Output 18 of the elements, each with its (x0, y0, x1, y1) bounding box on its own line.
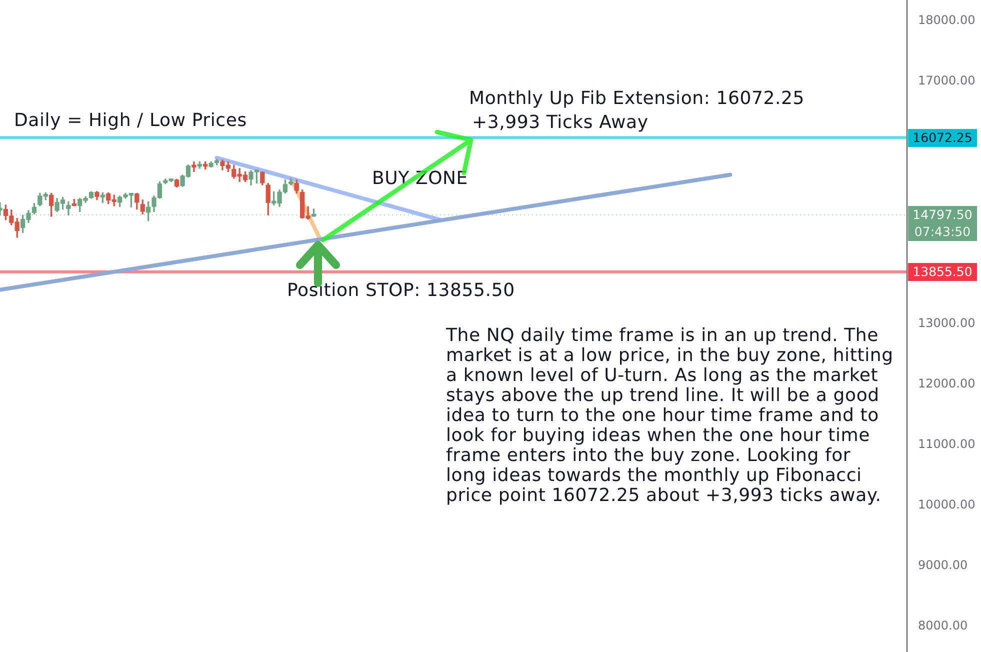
y-tick-label: 17000.00 (918, 74, 976, 88)
y-tick-label: 9000.00 (918, 558, 968, 572)
y-tick-label: 8000.00 (918, 618, 968, 633)
annotation: BUY ZONE (372, 168, 468, 189)
ref-line-label: 16072.25 (908, 128, 977, 147)
text: 07:43:50 (908, 224, 977, 241)
y-tick-label: 11000.00 (918, 436, 976, 451)
y-tick-label: 18000.00 (918, 13, 976, 28)
text: The NQ daily time frame is in an up trend. The market is at a low price, in the buy zone, hitting a known level of U-turn. As long as the market stays above the up trend line. It will be a good idea to turn to the one hour time frame and to look for buying ideas when the one hour time frame enters into the buy zone. Looking for long ideas towards the monthly up Fibonacci price point 16072.25 about +3,993 ticks away. (446, 325, 894, 506)
annotation: Daily = High / Low Prices (14, 110, 247, 131)
annotation: +3,993 Ticks Away (472, 112, 648, 133)
y-tick-label: 13000.00 (918, 316, 976, 330)
y-tick-label: 12000.00 (918, 376, 976, 390)
annotation: Monthly Up Fib Extension: 16072.25 (469, 88, 805, 109)
y-tick-label: 10000.00 (918, 498, 976, 512)
annotation: Position STOP: 13855.50 (287, 280, 515, 301)
ref-line-label: 14797.50 (908, 206, 977, 224)
ref-line-label: 13855.50 (908, 262, 977, 281)
